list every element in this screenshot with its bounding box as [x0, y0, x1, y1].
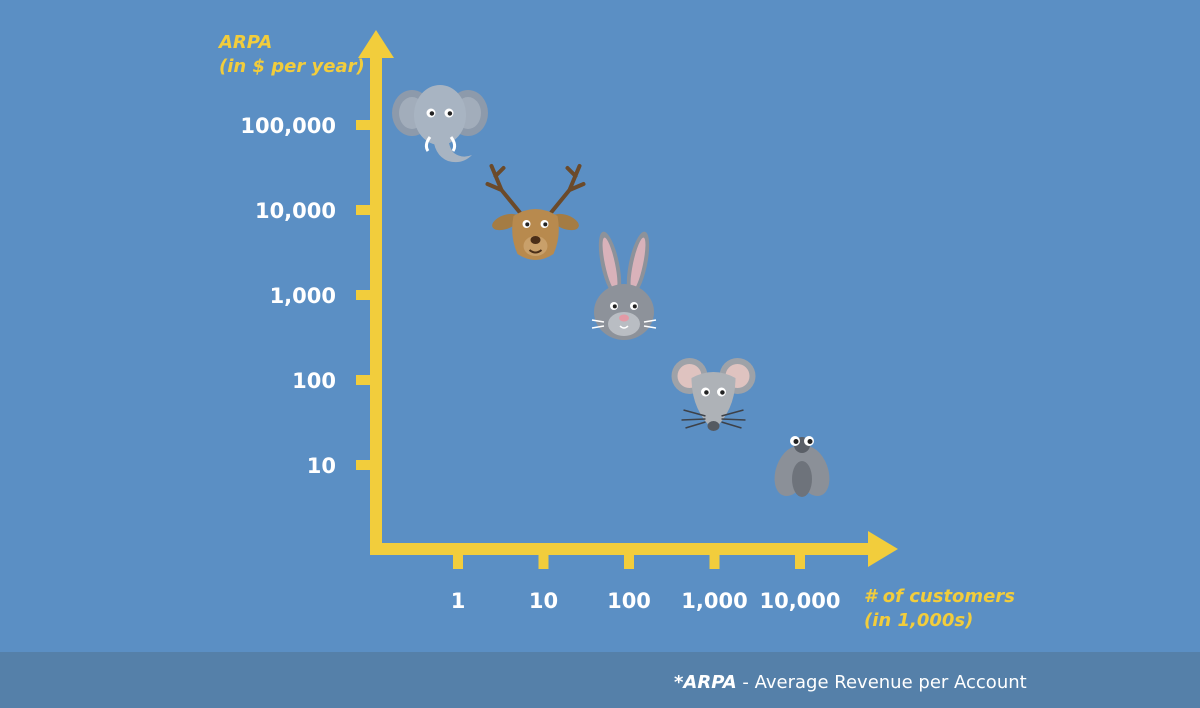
x-axis-arrow — [868, 531, 898, 567]
y-tick — [356, 205, 370, 215]
deer-icon — [485, 164, 586, 260]
elephant-icon — [392, 85, 488, 163]
y-tick-label: 100 — [292, 369, 336, 393]
y-tick-label: 1,000 — [270, 284, 336, 308]
x-axis-title-line2: (in 1,000s) — [864, 610, 973, 631]
mouse-icon — [671, 358, 756, 431]
x-tick — [624, 555, 634, 569]
footnote-term: *ARPA — [674, 672, 737, 693]
x-tick-label: 10 — [529, 589, 558, 613]
x-tick-label: 100 — [607, 589, 651, 613]
x-tick-label: 1 — [451, 589, 466, 613]
x-tick — [538, 555, 549, 569]
x-tick — [709, 555, 720, 569]
x-tick — [453, 555, 463, 569]
y-tick-label: 10 — [307, 454, 336, 478]
y-tick — [356, 375, 370, 385]
x-tick-label: 1,000 — [681, 589, 747, 613]
y-tick — [356, 290, 370, 300]
x-axis-line — [370, 543, 870, 555]
footnote: *ARPA - Average Revenue per Account — [674, 672, 1027, 693]
y-tick-label: 100,000 — [240, 114, 336, 138]
ticks: 10 100 1,000 10,000 100,000 1 10 100 1,000 10,000 — [240, 114, 840, 613]
x-tick — [795, 555, 805, 569]
y-tick — [356, 120, 370, 130]
rabbit-icon — [591, 231, 657, 340]
y-axis-line — [370, 58, 382, 555]
x-tick-label: 10,000 — [759, 589, 840, 613]
fly-icon — [774, 436, 830, 497]
footer-bar: *ARPA - Average Revenue per Account — [0, 652, 1200, 708]
y-tick-label: 10,000 — [255, 199, 336, 223]
data-points — [392, 85, 830, 497]
footnote-definition: - Average Revenue per Account — [742, 672, 1027, 693]
chart: 10 100 1,000 10,000 100,000 1 10 100 1,000 10,000… — [217, 30, 1015, 631]
y-axis-title-line1: ARPA — [217, 32, 272, 53]
axes — [358, 30, 898, 567]
y-tick — [356, 460, 370, 470]
x-axis-title-line1: # of customers — [864, 586, 1015, 607]
y-axis-arrow — [358, 30, 394, 58]
y-axis-title-line2: (in $ per year) — [219, 56, 365, 77]
